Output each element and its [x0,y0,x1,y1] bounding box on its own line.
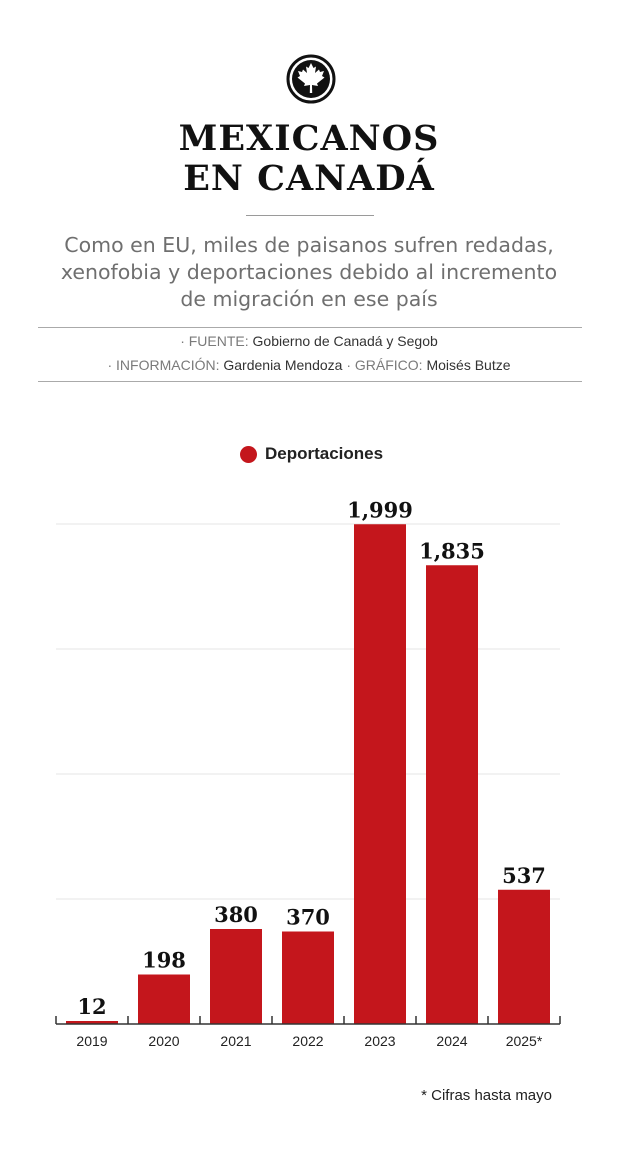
info-label: · INFORMACIÓN: [107,357,220,373]
bar [426,565,478,1024]
bar [138,974,190,1024]
graphic-label: · GRÁFICO: [346,357,423,373]
deportations-bar-chart: 12 2019 198 2020 380 2021 370 2022 1,999 2023 1,83… [55,497,561,1049]
bar [282,931,334,1024]
credits-top-rule [38,327,582,328]
legend-label: Deportaciones [265,444,384,463]
bar-value-label: 198 [142,948,186,973]
bar [354,524,406,1024]
subtitle-line: xenofobia y deportaciones debido al incr… [60,260,558,284]
x-tick-label: 2022 [292,1033,323,1049]
source-label: · FUENTE: [180,333,249,349]
subtitle: Como en EU, miles de paisanos sufren red… [30,232,588,313]
x-tick-label: 2024 [436,1033,467,1049]
title-divider [246,215,374,216]
subtitle-line: Como en EU, miles de paisanos sufren red… [64,233,554,257]
legend-dot-icon [240,445,257,463]
bar-value-label: 1,999 [347,497,413,522]
maple-leaf-logo-icon [286,54,336,104]
bar-value-label: 12 [77,994,106,1019]
footnote: * Cifras hasta mayo [421,1087,552,1104]
bar-value-label: 380 [214,902,258,927]
bar-value-label: 1,835 [419,538,485,563]
x-tick-label: 2019 [76,1033,107,1049]
title-line-2: EN CANADÁ [183,158,435,199]
x-tick-label: 2025* [506,1033,543,1049]
x-tick-label: 2020 [148,1033,179,1049]
bar-value-label: 370 [286,905,330,930]
graphic-value: Moisés Butze [426,357,511,373]
author-credit: · INFORMACIÓN: Gardenia Mendoza · GRÁFIC… [0,357,618,373]
bar [498,889,550,1024]
subtitle-line: de migración en ese país [180,287,438,311]
source-value: Gobierno de Canadá y Segob [252,333,438,349]
bar [66,1021,118,1024]
credits-bottom-rule [38,381,582,382]
chart-legend: Deportaciones [240,444,383,464]
bar [210,929,262,1024]
x-tick-label: 2021 [220,1033,251,1049]
source-credit: · FUENTE: Gobierno de Canadá y Segob [0,333,618,349]
x-tick-label: 2023 [364,1033,395,1049]
title-line-1: MEXICANOS [178,118,440,159]
info-value: Gardenia Mendoza [223,357,343,373]
bar-value-label: 537 [502,863,546,888]
